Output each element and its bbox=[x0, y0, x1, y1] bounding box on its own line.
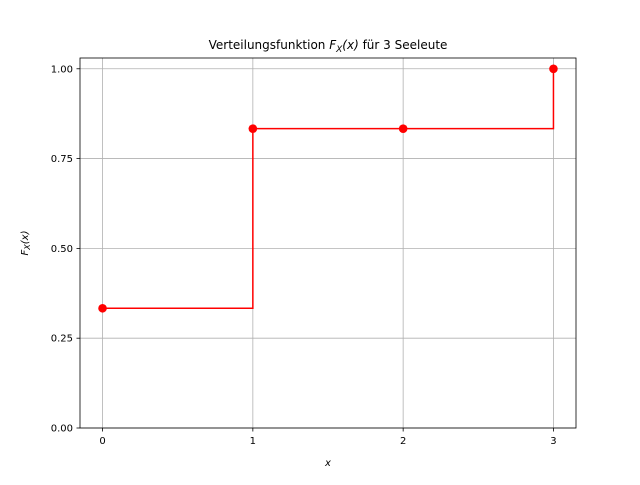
x-tick-label: 2 bbox=[400, 436, 406, 447]
y-axis-ticks: 0.00 0.25 0.50 0.75 1.00 bbox=[51, 64, 80, 435]
x-axis-label: x bbox=[324, 458, 331, 469]
y-axis-label: FX(x) bbox=[20, 231, 32, 256]
data-point bbox=[98, 303, 107, 313]
y-tick-label: 0.00 bbox=[51, 424, 73, 435]
data-point bbox=[398, 124, 408, 133]
x-tick-label: 1 bbox=[250, 436, 256, 447]
y-tick-label: 0.50 bbox=[51, 244, 73, 255]
axes-frame bbox=[79, 57, 577, 429]
x-axis-ticks: 0 1 2 3 bbox=[99, 428, 557, 447]
chart-title: Verteilungsfunktion FX(x) für 3 Seeleute bbox=[209, 38, 448, 55]
data-point bbox=[248, 124, 258, 133]
y-tick-label: 0.25 bbox=[51, 334, 73, 345]
step-line bbox=[102, 68, 555, 310]
series-fx bbox=[98, 64, 558, 313]
data-point bbox=[549, 64, 558, 74]
x-tick-label: 0 bbox=[99, 436, 105, 447]
x-tick-label: 3 bbox=[550, 436, 556, 447]
y-tick-label: 1.00 bbox=[51, 64, 73, 75]
y-tick-label: 0.75 bbox=[51, 154, 73, 165]
